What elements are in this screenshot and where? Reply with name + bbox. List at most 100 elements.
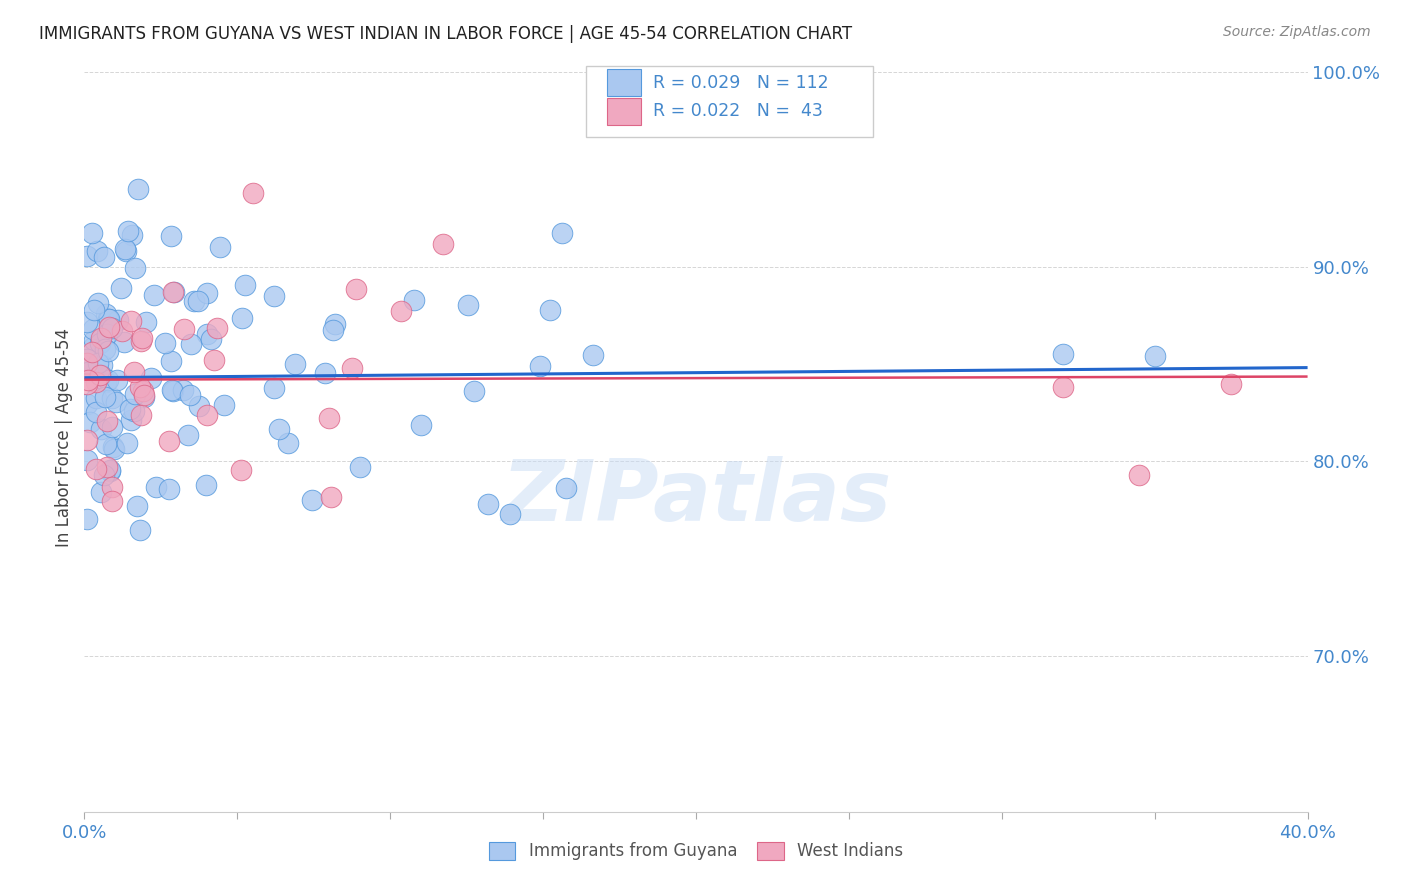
Point (76, 356, 98, 370)
Point (82, 344, 104, 359)
Point (139, 371, 162, 385)
Point (117, 224, 139, 238)
Bar (606, 97, 641, 125)
Text: ZIPatlas: ZIPatlas (501, 456, 891, 539)
Point (93, 390, 115, 404)
Point (142, 288, 165, 302)
Point (93, 250, 115, 264)
Point (263, 289, 285, 303)
Point (103, 442, 125, 457)
Point (100, 494, 122, 508)
Point (131, 409, 153, 423)
Point (187, 399, 209, 413)
Point (100, 419, 122, 434)
Point (94, 375, 117, 389)
Point (277, 435, 299, 450)
Point (322, 323, 344, 337)
Point (76, 397, 98, 411)
Point (111, 324, 134, 338)
Point (84, 375, 107, 389)
Point (160, 229, 183, 244)
Point (205, 320, 228, 334)
Point (76, 249, 98, 263)
Point (96, 327, 118, 342)
Point (319, 490, 342, 504)
Point (76, 452, 98, 467)
Point (231, 463, 253, 477)
Point (582, 348, 605, 362)
Point (498, 507, 520, 521)
Point (318, 410, 340, 425)
Point (90, 331, 112, 345)
Point (89, 336, 111, 351)
Point (83, 302, 105, 317)
Point (404, 293, 426, 307)
Point (80, 227, 103, 241)
Point (129, 523, 152, 537)
Point (128, 379, 150, 393)
Point (98, 311, 121, 326)
Point (284, 357, 307, 371)
Point (120, 413, 142, 427)
Point (197, 286, 219, 301)
Point (132, 390, 155, 404)
Legend: Immigrants from Guyana, West Indians: Immigrants from Guyana, West Indians (482, 835, 910, 867)
Point (314, 366, 336, 380)
Point (432, 237, 454, 252)
Point (349, 460, 371, 475)
Point (179, 387, 201, 401)
Bar (606, 70, 641, 96)
Point (157, 482, 180, 496)
Point (173, 322, 195, 336)
Point (76, 434, 98, 448)
Point (100, 392, 122, 406)
Point (89, 368, 111, 383)
Point (134, 315, 156, 329)
Point (86, 244, 108, 258)
Point (98, 319, 121, 334)
Point (160, 354, 183, 368)
Point (1052, 347, 1074, 361)
Point (200, 332, 222, 346)
Point (100, 320, 122, 334)
Point (145, 480, 167, 494)
Point (76, 315, 98, 329)
Point (107, 313, 129, 327)
Text: IMMIGRANTS FROM GUYANA VS WEST INDIAN IN LABOR FORCE | AGE 45-54 CORRELATION CHA: IMMIGRANTS FROM GUYANA VS WEST INDIAN IN… (39, 25, 852, 43)
FancyBboxPatch shape (586, 66, 873, 137)
Point (163, 285, 186, 299)
Point (340, 360, 363, 375)
Point (551, 226, 574, 240)
Point (162, 383, 184, 397)
Point (409, 417, 432, 432)
Point (129, 334, 152, 348)
Point (344, 282, 367, 296)
Point (195, 409, 218, 423)
Point (132, 384, 155, 399)
Point (195, 326, 218, 341)
Point (214, 398, 236, 412)
Point (1052, 380, 1074, 394)
Point (101, 440, 124, 454)
Point (162, 384, 184, 399)
Point (76, 351, 98, 366)
Point (115, 436, 138, 450)
Point (389, 304, 412, 318)
Point (98, 463, 121, 477)
Text: R = 0.029   N = 112: R = 0.029 N = 112 (654, 74, 828, 92)
Point (263, 381, 285, 395)
Point (208, 240, 231, 254)
Point (98, 464, 121, 478)
Point (90, 422, 112, 436)
Point (90, 368, 112, 382)
Point (463, 384, 485, 399)
Point (1128, 468, 1150, 483)
Point (124, 387, 146, 401)
Point (121, 227, 143, 242)
Point (538, 302, 561, 317)
Point (131, 331, 153, 345)
Point (96, 414, 118, 428)
Point (125, 500, 148, 514)
Point (187, 294, 209, 309)
Point (177, 427, 200, 442)
